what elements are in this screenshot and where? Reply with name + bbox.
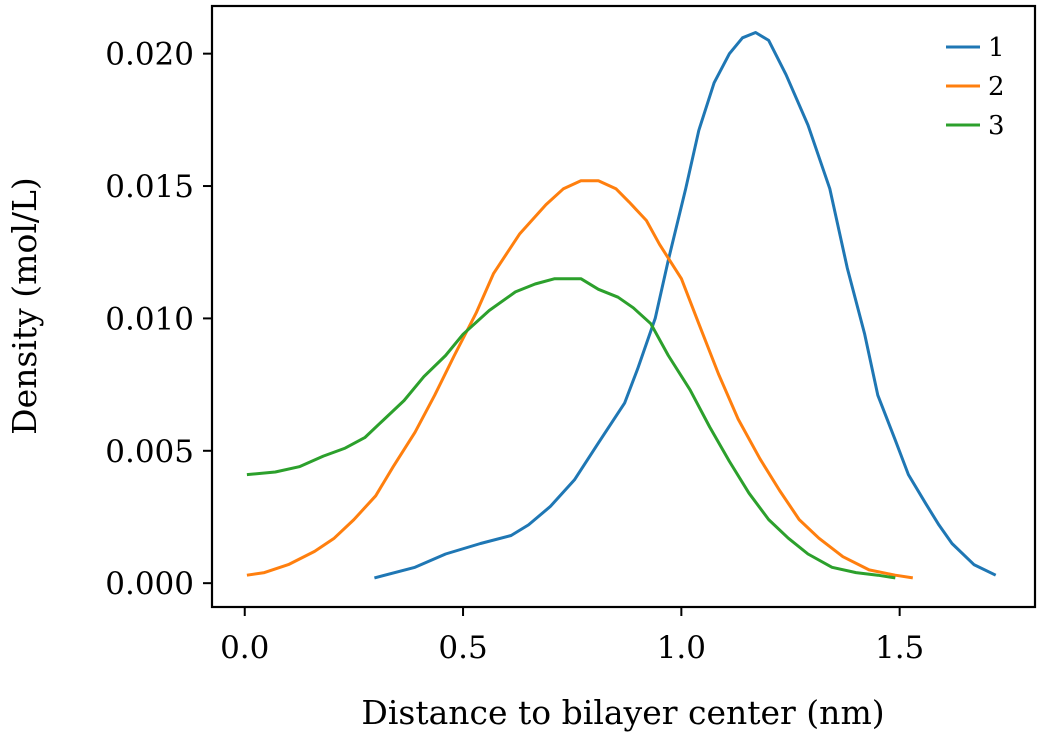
- series-line-3: [246, 277, 896, 580]
- x-tick-label: 1.0: [657, 630, 706, 666]
- legend-label-1: 1: [988, 33, 1005, 63]
- plot-frame: [210, 4, 1037, 609]
- y-tick-label: 0.005: [105, 434, 194, 470]
- legend-label-3: 3: [988, 111, 1005, 141]
- legend: 1 2 3: [946, 33, 1005, 141]
- x-tick-label: 1.5: [875, 630, 924, 666]
- x-axis-label: Distance to bilayer center (nm): [361, 693, 884, 732]
- y-axis-label: Density (mol/L): [5, 177, 44, 435]
- x-tick-label: 0.5: [438, 630, 487, 666]
- y-tick-label: 0.020: [105, 37, 194, 73]
- y-tick-label: 0.000: [105, 566, 194, 602]
- series-line-2: [246, 179, 914, 580]
- series-line-1: [374, 31, 997, 580]
- y-tick-label: 0.010: [105, 301, 194, 337]
- legend-label-2: 2: [988, 72, 1005, 102]
- y-tick-label: 0.015: [105, 169, 194, 205]
- x-tick-label: 0.0: [220, 630, 269, 666]
